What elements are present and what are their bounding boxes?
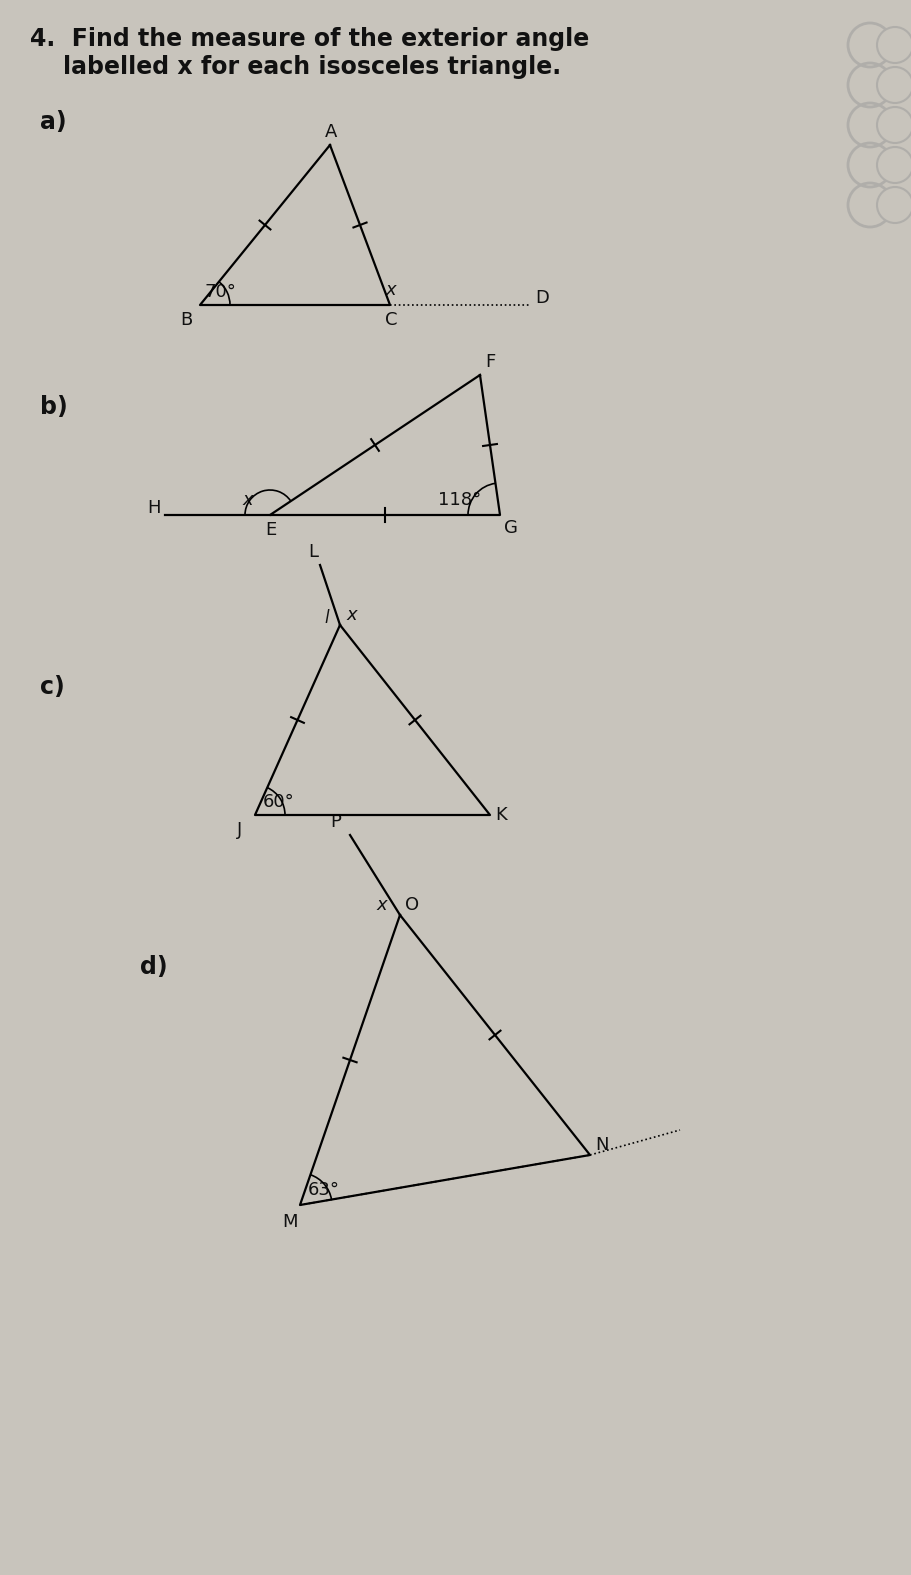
Circle shape — [877, 187, 911, 224]
Text: b): b) — [40, 395, 67, 419]
Text: M: M — [282, 1213, 298, 1232]
Text: 63°: 63° — [308, 1181, 340, 1199]
Text: x: x — [376, 896, 386, 914]
Text: c): c) — [40, 676, 65, 699]
Circle shape — [877, 27, 911, 63]
Text: O: O — [405, 896, 419, 914]
Text: F: F — [485, 353, 496, 372]
Text: P: P — [330, 813, 341, 832]
Text: K: K — [495, 806, 507, 824]
Text: 70°: 70° — [205, 284, 237, 301]
Text: A: A — [325, 123, 337, 142]
Text: 4.  Find the measure of the exterior angle: 4. Find the measure of the exterior angl… — [30, 27, 589, 50]
Text: x: x — [385, 280, 395, 299]
Text: C: C — [385, 310, 397, 329]
Text: H: H — [147, 499, 160, 517]
Circle shape — [877, 146, 911, 183]
Text: E: E — [265, 521, 276, 539]
Text: G: G — [504, 520, 517, 537]
Text: 118°: 118° — [438, 491, 481, 509]
Circle shape — [877, 68, 911, 102]
Text: a): a) — [40, 110, 67, 134]
Text: l: l — [324, 610, 329, 627]
Text: L: L — [308, 543, 318, 561]
Circle shape — [877, 107, 911, 143]
Text: d): d) — [140, 954, 168, 980]
Text: x: x — [346, 606, 356, 624]
Text: B: B — [180, 310, 192, 329]
Text: labelled x for each isosceles triangle.: labelled x for each isosceles triangle. — [30, 55, 561, 79]
Text: x: x — [242, 491, 252, 509]
Text: N: N — [595, 1136, 609, 1154]
Text: D: D — [535, 288, 548, 307]
Text: 60°: 60° — [263, 792, 295, 811]
Text: J: J — [237, 821, 242, 839]
